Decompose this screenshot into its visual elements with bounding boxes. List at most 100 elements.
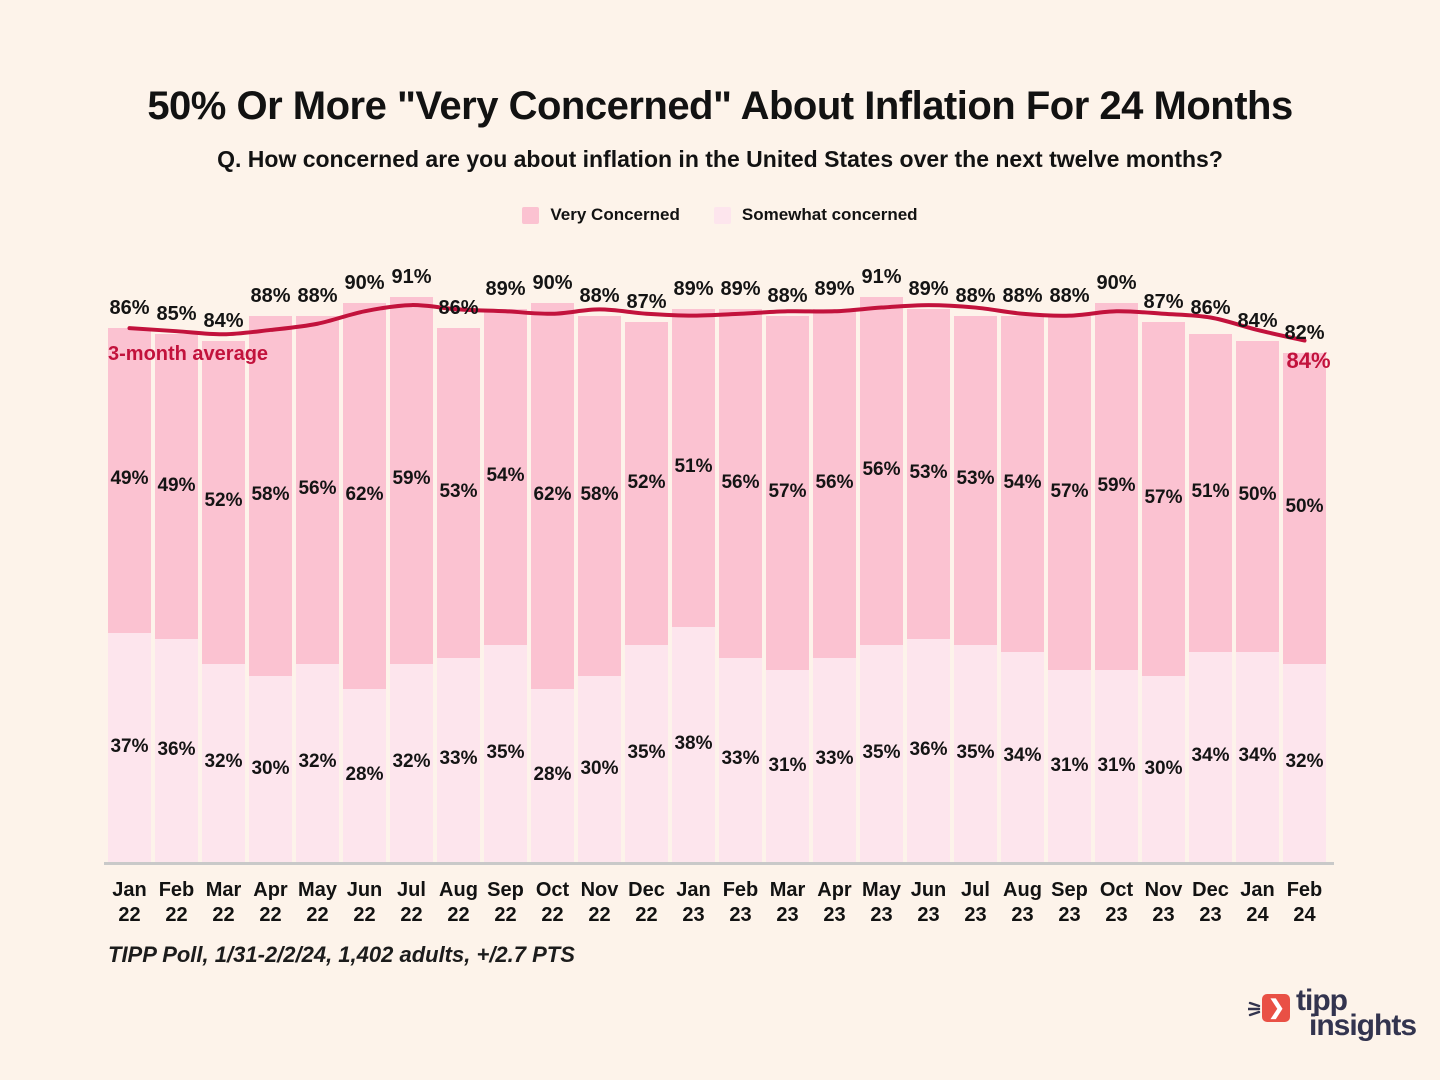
somewhat-concerned-label: 31% [768, 754, 807, 776]
very-concerned-segment [578, 315, 621, 677]
somewhat-concerned-label: 34% [1238, 745, 1277, 767]
legend-item-very-concerned: Very Concerned [522, 205, 680, 225]
month-label: Aug 23 [1003, 879, 1042, 926]
very-concerned-label: 56% [298, 477, 337, 499]
total-label: 88% [1049, 284, 1090, 307]
month-label: Jun 22 [346, 879, 383, 926]
month-label: May 23 [862, 879, 901, 926]
very-concerned-segment [1142, 321, 1185, 677]
somewhat-concerned-segment [1142, 676, 1185, 863]
somewhat-concerned-segment [907, 639, 950, 863]
somewhat-concerned-segment [155, 639, 198, 863]
x-axis-line [104, 862, 1334, 865]
month-label: Aug 22 [439, 879, 478, 926]
somewhat-concerned-segment [1189, 651, 1232, 863]
somewhat-concerned-segment [860, 645, 903, 863]
very-concerned-segment [343, 303, 386, 689]
month-label: Dec 23 [1192, 879, 1229, 926]
very-concerned-label: 53% [439, 480, 478, 502]
month-label: Jul 22 [397, 879, 426, 926]
logo-square-icon: ❯ [1262, 994, 1290, 1022]
somewhat-concerned-segment [437, 657, 480, 863]
total-label: 84% [1237, 309, 1278, 332]
very-concerned-label: 59% [392, 468, 431, 490]
very-concerned-segment [108, 328, 151, 633]
somewhat-concerned-segment [1236, 651, 1279, 863]
very-concerned-segment [390, 296, 433, 664]
somewhat-concerned-segment [531, 688, 574, 863]
logo-chevron-icon: ❯ [1268, 997, 1285, 1019]
somewhat-concerned-swatch-icon [713, 206, 731, 224]
very-concerned-label: 50% [1285, 496, 1324, 518]
tipp-insights-logo: ❯ tipp insights [1248, 984, 1428, 1052]
total-label: 87% [1143, 290, 1184, 313]
somewhat-concerned-segment [484, 645, 527, 863]
avg-final-value-label: 84% [1286, 347, 1331, 373]
very-concerned-label: 51% [674, 456, 713, 478]
month-label: Jan 24 [1240, 879, 1275, 926]
very-concerned-segment [484, 309, 527, 646]
month-label: Feb 24 [1286, 879, 1323, 926]
total-label: 89% [673, 278, 714, 301]
somewhat-concerned-segment [296, 663, 339, 863]
somewhat-concerned-label: 33% [439, 748, 478, 770]
very-concerned-swatch-icon [522, 206, 540, 224]
somewhat-concerned-segment [1001, 651, 1044, 863]
somewhat-concerned-label: 35% [862, 742, 901, 764]
somewhat-concerned-label: 35% [627, 742, 666, 764]
logo-word-insights: insights [1309, 1009, 1417, 1042]
total-label: 89% [908, 278, 949, 301]
very-concerned-label: 62% [345, 484, 384, 506]
very-concerned-label: 62% [533, 484, 572, 506]
total-label: 88% [1002, 284, 1043, 307]
somewhat-concerned-segment [1095, 670, 1138, 863]
total-label: 85% [156, 303, 197, 326]
very-concerned-segment [296, 315, 339, 664]
somewhat-concerned-segment [202, 663, 245, 863]
somewhat-concerned-label: 38% [674, 732, 713, 754]
very-concerned-label: 57% [1144, 487, 1183, 509]
month-label: Jan 22 [112, 879, 147, 926]
somewhat-concerned-segment [390, 663, 433, 863]
somewhat-concerned-label: 31% [1097, 754, 1136, 776]
somewhat-concerned-segment [766, 670, 809, 863]
month-label: Mar 22 [205, 879, 242, 926]
somewhat-concerned-label: 36% [909, 739, 948, 761]
total-label: 90% [344, 272, 385, 295]
month-label: Feb 22 [158, 879, 195, 926]
total-label: 90% [532, 272, 573, 295]
somewhat-concerned-label: 30% [1144, 757, 1183, 779]
very-concerned-segment [202, 340, 245, 664]
very-concerned-segment [1236, 340, 1279, 652]
legend-label: Somewhat concerned [741, 205, 918, 224]
very-concerned-segment [766, 315, 809, 671]
somewhat-concerned-segment [1048, 670, 1091, 863]
total-label: 88% [955, 284, 996, 307]
very-concerned-label: 56% [721, 471, 760, 493]
somewhat-concerned-label: 33% [721, 748, 760, 770]
somewhat-concerned-label: 31% [1050, 754, 1089, 776]
legend: Very Concerned Somewhat concerned [0, 205, 1440, 225]
somewhat-concerned-label: 32% [392, 751, 431, 773]
somewhat-concerned-segment [249, 676, 292, 863]
month-label: Oct 22 [535, 879, 570, 926]
somewhat-concerned-label: 34% [1191, 745, 1230, 767]
very-concerned-segment [437, 328, 480, 658]
very-concerned-segment [1001, 315, 1044, 652]
somewhat-concerned-label: 28% [533, 763, 572, 785]
very-concerned-segment [860, 296, 903, 646]
somewhat-concerned-label: 32% [298, 751, 337, 773]
very-concerned-label: 56% [862, 459, 901, 481]
very-concerned-segment [954, 315, 997, 646]
somewhat-concerned-segment [672, 626, 715, 863]
total-label: 84% [203, 309, 244, 332]
total-label: 86% [109, 297, 150, 320]
legend-label: Very Concerned [550, 205, 680, 224]
very-concerned-label: 53% [956, 468, 995, 490]
month-label: Apr 22 [253, 879, 288, 926]
avg-line-annotation: 3-month average [108, 343, 269, 365]
somewhat-concerned-segment [625, 645, 668, 863]
total-label: 82% [1284, 321, 1325, 344]
month-label: Jan 23 [676, 879, 711, 926]
